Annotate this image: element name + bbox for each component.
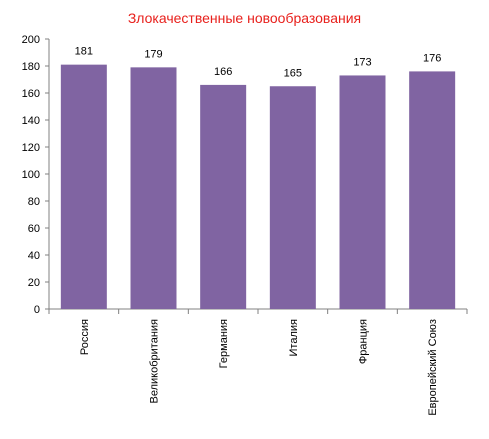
x-tick-label: Франция: [358, 319, 370, 364]
bar: [60, 64, 107, 310]
data-label: 166: [214, 66, 232, 78]
y-tick-label: 120: [22, 142, 40, 154]
data-label: 181: [75, 46, 93, 58]
y-tick-label: 20: [28, 277, 40, 289]
y-tick-label: 40: [28, 250, 40, 262]
bar: [409, 71, 456, 310]
x-tick-label: Германия: [218, 319, 230, 368]
data-label: 176: [423, 52, 441, 64]
y-tick-label: 60: [28, 223, 40, 235]
bar: [339, 75, 386, 309]
bar: [130, 67, 177, 309]
y-tick-label: 80: [28, 196, 40, 208]
x-tick-label: Италия: [288, 319, 300, 357]
chart-title: Злокачественные новообразования: [127, 10, 362, 26]
x-tick-label: Великобритания: [149, 319, 161, 404]
y-tick-label: 180: [22, 61, 40, 73]
y-tick-label: 200: [22, 34, 40, 46]
data-label: 165: [284, 67, 302, 79]
data-label: 173: [353, 56, 371, 68]
data-label: 179: [144, 48, 162, 60]
x-tick-label: Европейский Союз: [427, 319, 439, 416]
y-tick-label: 140: [22, 115, 40, 127]
x-tick-label: Россия: [79, 319, 91, 355]
y-tick-label: 0: [34, 304, 40, 316]
y-tick-label: 100: [22, 169, 40, 181]
bar: [269, 86, 316, 309]
bar: [200, 84, 247, 310]
y-tick-label: 160: [22, 88, 40, 100]
